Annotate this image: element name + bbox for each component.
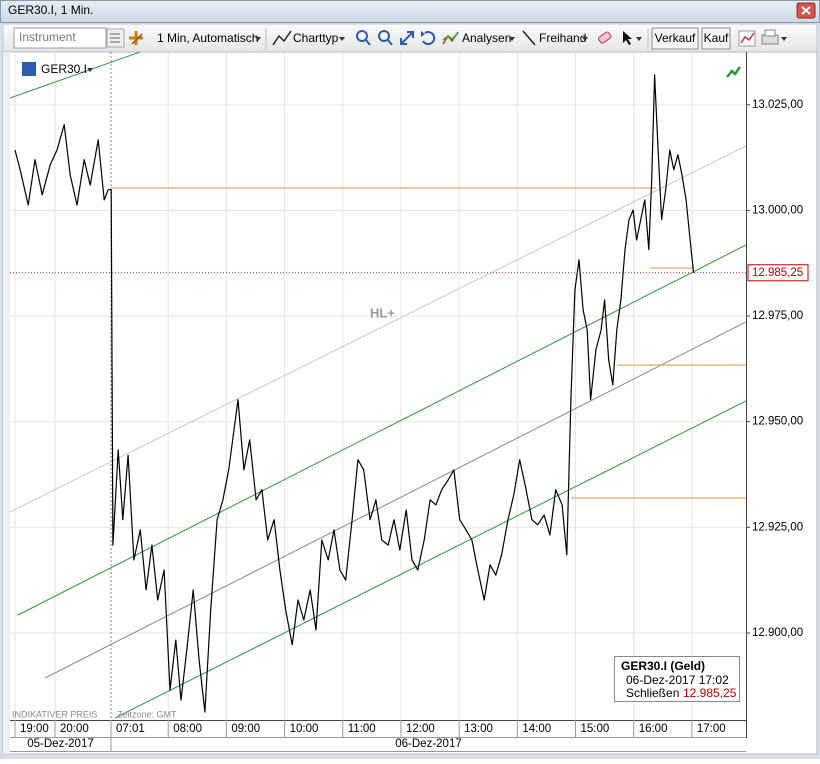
x-tick-label: 12:00	[406, 723, 435, 735]
date-label: 05-Dez-2017	[27, 738, 93, 750]
chart-panel	[2, 51, 818, 755]
info-close-label: Schließen	[626, 686, 679, 700]
grid	[10, 52, 750, 737]
add-instrument-button[interactable]	[129, 31, 143, 45]
x-tick-label: 07:01	[116, 723, 145, 735]
pointer-button[interactable]	[623, 31, 632, 45]
instrument-input[interactable]: Instrument	[13, 27, 107, 49]
dropdown-arrow	[636, 37, 642, 41]
x-tick-label: 17:00	[697, 723, 726, 735]
trend-line	[10, 145, 746, 513]
channel-line	[10, 52, 141, 99]
trend-line	[44, 321, 746, 679]
y-tick-label: 13.025,00	[752, 99, 803, 111]
buy-button[interactable]: Kauf	[701, 27, 731, 50]
info-time: 06-Dez-2017 17:02	[626, 673, 729, 687]
y-tick-label: 12.975,00	[752, 310, 803, 322]
title-bar	[0, 0, 820, 23]
reset-button[interactable]	[421, 31, 436, 46]
eraser-button[interactable]	[598, 31, 612, 44]
close-button[interactable]	[796, 2, 816, 19]
x-tick-label: 09:00	[231, 723, 260, 735]
analysen-dropdown[interactable]: Analysen	[462, 31, 511, 45]
price-line	[14, 74, 695, 713]
dropdown-arrow	[339, 37, 345, 41]
zoom-out-button[interactable]	[378, 30, 393, 46]
info-close-value: 12.985,25	[683, 686, 737, 700]
symbol-label: GER30.I	[41, 62, 87, 76]
charttype-icon	[272, 30, 292, 46]
info-title: GER30.I (Geld)	[621, 659, 705, 673]
y-tick-label: 12.925,00	[752, 521, 803, 533]
plot	[10, 74, 746, 713]
y-tick-label: 12.950,00	[752, 416, 803, 428]
interval-dropdown[interactable]: 1 Min, Automatisch	[157, 31, 258, 45]
annotation: HL+	[370, 305, 395, 320]
x-tick-label: 16:00	[639, 723, 668, 735]
x-tick-label: 15:00	[581, 723, 610, 735]
print-button[interactable]	[761, 29, 787, 45]
instrument-list-button[interactable]	[106, 28, 125, 48]
zoom-in-button[interactable]	[356, 30, 371, 46]
y-tick-label: 12.900,00	[752, 627, 803, 639]
last-price-box	[747, 264, 809, 282]
sell-label: Verkauf	[655, 31, 696, 45]
drawings	[10, 52, 746, 719]
y-tick-label: 13.000,00	[752, 204, 803, 216]
x-tick-label: 11:00	[348, 723, 376, 735]
analysen-icon	[442, 31, 459, 45]
channel-line	[17, 244, 746, 616]
x-tick-label: 19:00	[20, 723, 49, 735]
info-box: GER30.I (Geld) 06-Dez-2017 17:02 Schließ…	[614, 656, 740, 702]
channel-line	[114, 400, 746, 719]
x-tick-label: 10:00	[290, 723, 319, 735]
instrument-placeholder: Instrument	[19, 30, 76, 44]
x-tick-label: 14:00	[522, 723, 551, 735]
last-price-label: 12.985,25	[752, 267, 803, 279]
left-strip	[3, 52, 10, 754]
dropdown-arrow	[509, 37, 515, 41]
footer-label: INDIKATIVER PREIS	[12, 709, 97, 719]
x-tick-label: 20:00	[60, 723, 89, 735]
charttype-dropdown[interactable]: Charttyp	[293, 31, 339, 45]
dropdown-arrow	[582, 37, 588, 41]
x-tick-label: 13:00	[464, 723, 493, 735]
chart-settings-button[interactable]	[738, 30, 756, 47]
window-title: GER30.I, 1 Min.	[8, 3, 93, 17]
fit-button[interactable]	[400, 31, 414, 45]
date-label: 06-Dez-2017	[395, 738, 461, 750]
sell-button[interactable]: Verkauf	[651, 27, 699, 50]
trend-indicator	[726, 66, 742, 78]
x-tick-label: 08:00	[173, 723, 202, 735]
freihand-icon	[522, 30, 536, 46]
buy-label: Kauf	[704, 31, 729, 45]
freihand-dropdown[interactable]: Freihand	[539, 31, 586, 45]
timezone-label: Zeitzone: GMT	[117, 709, 177, 719]
symbol-chip[interactable]: GER30.I	[22, 62, 93, 76]
dropdown-arrow	[255, 37, 261, 41]
